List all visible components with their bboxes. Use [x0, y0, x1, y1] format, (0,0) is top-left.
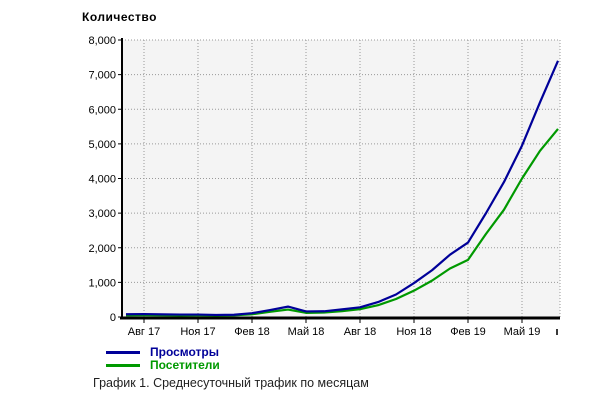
x-tick-label: Фев 18: [234, 326, 270, 338]
x-tick-label: Авг 17: [128, 326, 160, 338]
y-tick-label: 0: [110, 312, 116, 324]
legend-item-visitors: Посетители: [106, 359, 220, 371]
x-tick-label: Ноя 17: [180, 326, 215, 338]
chart-legend: Просмотры Посетители: [106, 346, 220, 372]
chart-title: Количество: [82, 10, 157, 24]
x-tick-label: Ноя 18: [396, 326, 431, 338]
y-tick-label: 4,000: [88, 174, 116, 186]
views-line-swatch-icon: [106, 350, 140, 354]
y-tick-label: 3,000: [88, 208, 116, 220]
x-tick-label: Май 19: [504, 326, 541, 338]
visitors-line-swatch-icon: [106, 363, 140, 367]
y-tick-label: 7,000: [88, 70, 116, 82]
y-tick-label: 6,000: [88, 104, 116, 116]
y-tick-label: 5,000: [88, 139, 116, 151]
legend-label-visitors: Посетители: [150, 358, 220, 372]
y-tick-label: 2,000: [88, 243, 116, 255]
x-tick-label: Фев 19: [450, 326, 486, 338]
series-line-views: [125, 60, 560, 317]
legend-item-views: Просмотры: [106, 346, 220, 358]
chart-caption: График 1. Среднесуточный трафик по месяц…: [93, 376, 369, 390]
legend-label-views: Просмотры: [150, 345, 220, 359]
y-tick-label: 1,000: [88, 277, 116, 289]
x-tick-label: Май 18: [288, 326, 325, 338]
x-tick-label: Авг 18: [344, 326, 376, 338]
y-tick-label: 8,000: [88, 35, 116, 47]
clipped-tick-label-fragment: [556, 329, 558, 335]
